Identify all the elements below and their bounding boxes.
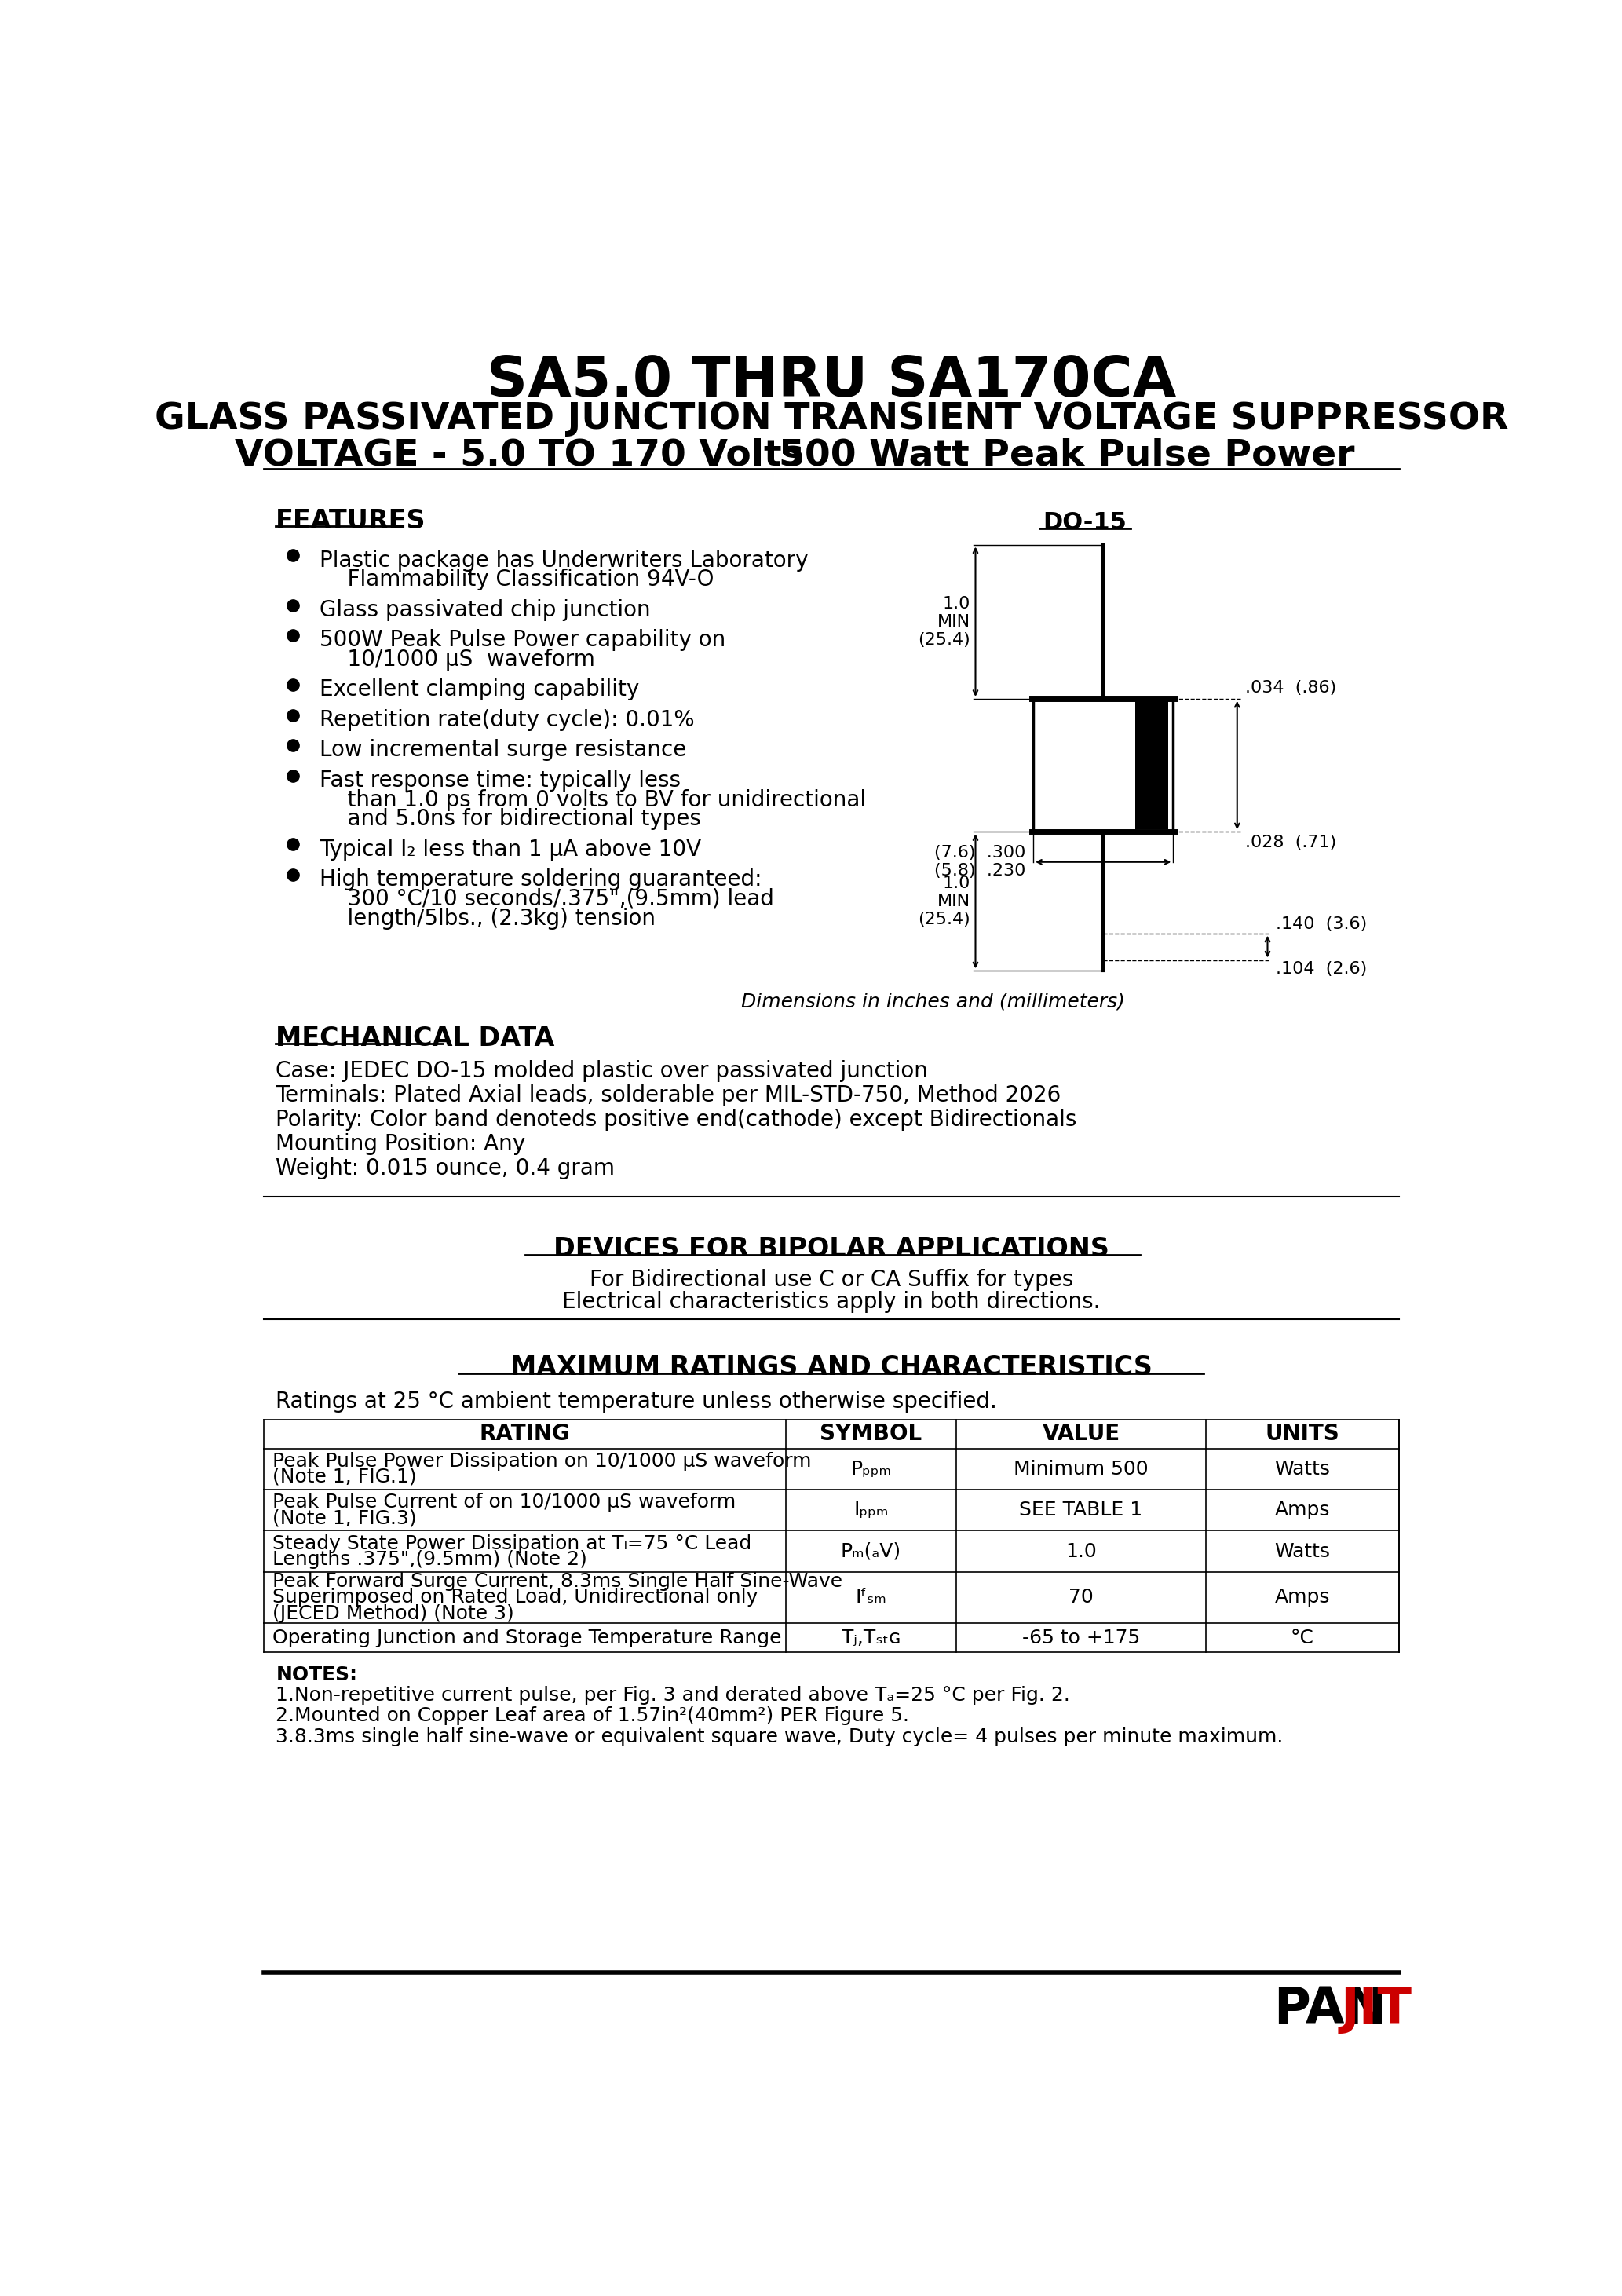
Bar xyxy=(1135,700,1168,829)
Text: 1.0
MIN
(25.4): 1.0 MIN (25.4) xyxy=(918,875,970,928)
Text: 1.0
MIN
(25.4): 1.0 MIN (25.4) xyxy=(918,595,970,647)
Text: SYMBOL: SYMBOL xyxy=(821,1424,921,1444)
Text: Operating Junction and Storage Temperature Range: Operating Junction and Storage Temperatu… xyxy=(272,1628,782,1646)
Text: (Note 1, FIG.3): (Note 1, FIG.3) xyxy=(272,1508,417,1527)
Text: DO-15: DO-15 xyxy=(1043,512,1127,535)
Text: .140  (3.6): .140 (3.6) xyxy=(1275,916,1367,932)
Text: For Bidirectional use C or CA Suffix for types: For Bidirectional use C or CA Suffix for… xyxy=(589,1270,1074,1290)
Text: Tⱼ,Tₛₜɢ: Tⱼ,Tₛₜɢ xyxy=(842,1628,900,1646)
Text: Iᶠₛₘ: Iᶠₛₘ xyxy=(855,1589,887,1607)
Text: MAXIMUM RATINGS AND CHARACTERISTICS: MAXIMUM RATINGS AND CHARACTERISTICS xyxy=(511,1355,1152,1380)
Text: JIT: JIT xyxy=(1340,1986,1413,2034)
Text: and 5.0ns for bidirectional types: and 5.0ns for bidirectional types xyxy=(320,808,701,831)
Text: Watts: Watts xyxy=(1275,1460,1330,1479)
Text: 70: 70 xyxy=(1069,1589,1093,1607)
Text: Peak Pulse Power Dissipation on 10/1000 µS waveform: Peak Pulse Power Dissipation on 10/1000 … xyxy=(272,1451,811,1472)
Text: .034  (.86): .034 (.86) xyxy=(1246,680,1337,696)
Text: Glass passivated chip junction: Glass passivated chip junction xyxy=(320,599,650,620)
Text: Steady State Power Dissipation at Tₗ=75 °C Lead: Steady State Power Dissipation at Tₗ=75 … xyxy=(272,1534,751,1552)
Text: Repetition rate(duty cycle): 0.01%: Repetition rate(duty cycle): 0.01% xyxy=(320,709,694,730)
Text: Case: JEDEC DO-15 molded plastic over passivated junction: Case: JEDEC DO-15 molded plastic over pa… xyxy=(276,1061,928,1081)
Text: Polarity: Color band denoteds positive end(cathode) except Bidirectionals: Polarity: Color band denoteds positive e… xyxy=(276,1109,1077,1130)
Text: Peak Pulse Current of on 10/1000 µS waveform: Peak Pulse Current of on 10/1000 µS wave… xyxy=(272,1492,735,1511)
Text: NOTES:: NOTES: xyxy=(276,1665,357,1685)
Text: High temperature soldering guaranteed:: High temperature soldering guaranteed: xyxy=(320,868,762,891)
Text: Ratings at 25 °C ambient temperature unless otherwise specified.: Ratings at 25 °C ambient temperature unl… xyxy=(276,1391,998,1412)
Text: FEATURES: FEATURES xyxy=(276,507,427,535)
Text: Superimposed on Rated Load, Unidirectional only: Superimposed on Rated Load, Unidirection… xyxy=(272,1589,757,1607)
Text: Minimum 500: Minimum 500 xyxy=(1014,1460,1148,1479)
Text: length/5lbs., (2.3kg) tension: length/5lbs., (2.3kg) tension xyxy=(320,907,655,930)
Text: GLASS PASSIVATED JUNCTION TRANSIENT VOLTAGE SUPPRESSOR: GLASS PASSIVATED JUNCTION TRANSIENT VOLT… xyxy=(154,402,1508,436)
Text: °C: °C xyxy=(1291,1628,1314,1646)
Text: Mounting Position: Any: Mounting Position: Any xyxy=(276,1132,526,1155)
Text: MECHANICAL DATA: MECHANICAL DATA xyxy=(276,1026,555,1052)
Text: Iₚₚₘ: Iₚₚₘ xyxy=(853,1502,889,1520)
Text: Low incremental surge resistance: Low incremental surge resistance xyxy=(320,739,686,762)
Text: than 1.0 ps from 0 volts to BV for unidirectional: than 1.0 ps from 0 volts to BV for unidi… xyxy=(320,790,866,810)
Text: Pₘ(ₐV): Pₘ(ₐV) xyxy=(840,1543,902,1561)
Text: 10/1000 µS  waveform: 10/1000 µS waveform xyxy=(320,647,595,670)
Text: Amps: Amps xyxy=(1275,1502,1330,1520)
Text: Fast response time: typically less: Fast response time: typically less xyxy=(320,769,681,792)
Text: (JECED Method) (Note 3): (JECED Method) (Note 3) xyxy=(272,1605,514,1623)
Text: Typical I₂ less than 1 µA above 10V: Typical I₂ less than 1 µA above 10V xyxy=(320,838,701,861)
Text: DEVICES FOR BIPOLAR APPLICATIONS: DEVICES FOR BIPOLAR APPLICATIONS xyxy=(553,1235,1109,1261)
Text: VOLTAGE - 5.0 TO 170 Volts: VOLTAGE - 5.0 TO 170 Volts xyxy=(235,439,803,473)
Text: 300 °C/10 seconds/.375",(9.5mm) lead: 300 °C/10 seconds/.375",(9.5mm) lead xyxy=(320,889,774,909)
Text: PAN: PAN xyxy=(1273,1986,1387,2034)
Bar xyxy=(1033,698,1173,831)
Text: Electrical characteristics apply in both directions.: Electrical characteristics apply in both… xyxy=(563,1290,1100,1313)
Text: (7.6)  .300
(5.8)  .230: (7.6) .300 (5.8) .230 xyxy=(934,845,1027,879)
Text: 2.Mounted on Copper Leaf area of 1.57in²(40mm²) PER Figure 5.: 2.Mounted on Copper Leaf area of 1.57in²… xyxy=(276,1706,910,1727)
Text: Amps: Amps xyxy=(1275,1589,1330,1607)
Text: 1.Non-repetitive current pulse, per Fig. 3 and derated above Tₐ=25 °C per Fig. 2: 1.Non-repetitive current pulse, per Fig.… xyxy=(276,1685,1071,1706)
Text: Watts: Watts xyxy=(1275,1543,1330,1561)
Text: 3.8.3ms single half sine-wave or equivalent square wave, Duty cycle= 4 pulses pe: 3.8.3ms single half sine-wave or equival… xyxy=(276,1727,1283,1745)
Text: Flammability Classification 94V-O: Flammability Classification 94V-O xyxy=(320,569,714,590)
Text: .028  (.71): .028 (.71) xyxy=(1246,836,1337,850)
Text: (Note 1, FIG.1): (Note 1, FIG.1) xyxy=(272,1467,417,1486)
Text: 500W Peak Pulse Power capability on: 500W Peak Pulse Power capability on xyxy=(320,629,725,652)
Text: .104  (2.6): .104 (2.6) xyxy=(1275,962,1367,976)
Text: Terminals: Plated Axial leads, solderable per MIL-STD-750, Method 2026: Terminals: Plated Axial leads, solderabl… xyxy=(276,1084,1061,1107)
Text: Pₚₚₘ: Pₚₚₘ xyxy=(850,1460,892,1479)
Text: Dimensions in inches and (millimeters): Dimensions in inches and (millimeters) xyxy=(741,992,1124,1010)
Text: Lengths .375",(9.5mm) (Note 2): Lengths .375",(9.5mm) (Note 2) xyxy=(272,1550,587,1568)
Text: Peak Forward Surge Current, 8.3ms Single Half Sine-Wave: Peak Forward Surge Current, 8.3ms Single… xyxy=(272,1573,842,1591)
Text: SA5.0 THRU SA170CA: SA5.0 THRU SA170CA xyxy=(487,354,1176,409)
Text: 1.0: 1.0 xyxy=(1066,1543,1096,1561)
Text: 500 Watt Peak Pulse Power: 500 Watt Peak Pulse Power xyxy=(779,439,1354,473)
Text: Weight: 0.015 ounce, 0.4 gram: Weight: 0.015 ounce, 0.4 gram xyxy=(276,1157,615,1180)
Text: RATING: RATING xyxy=(478,1424,571,1444)
Text: Plastic package has Underwriters Laboratory: Plastic package has Underwriters Laborat… xyxy=(320,549,808,572)
Text: -65 to +175: -65 to +175 xyxy=(1022,1628,1140,1646)
Text: VALUE: VALUE xyxy=(1043,1424,1119,1444)
Text: SEE TABLE 1: SEE TABLE 1 xyxy=(1019,1502,1144,1520)
Text: Excellent clamping capability: Excellent clamping capability xyxy=(320,680,639,700)
Text: UNITS: UNITS xyxy=(1265,1424,1340,1444)
